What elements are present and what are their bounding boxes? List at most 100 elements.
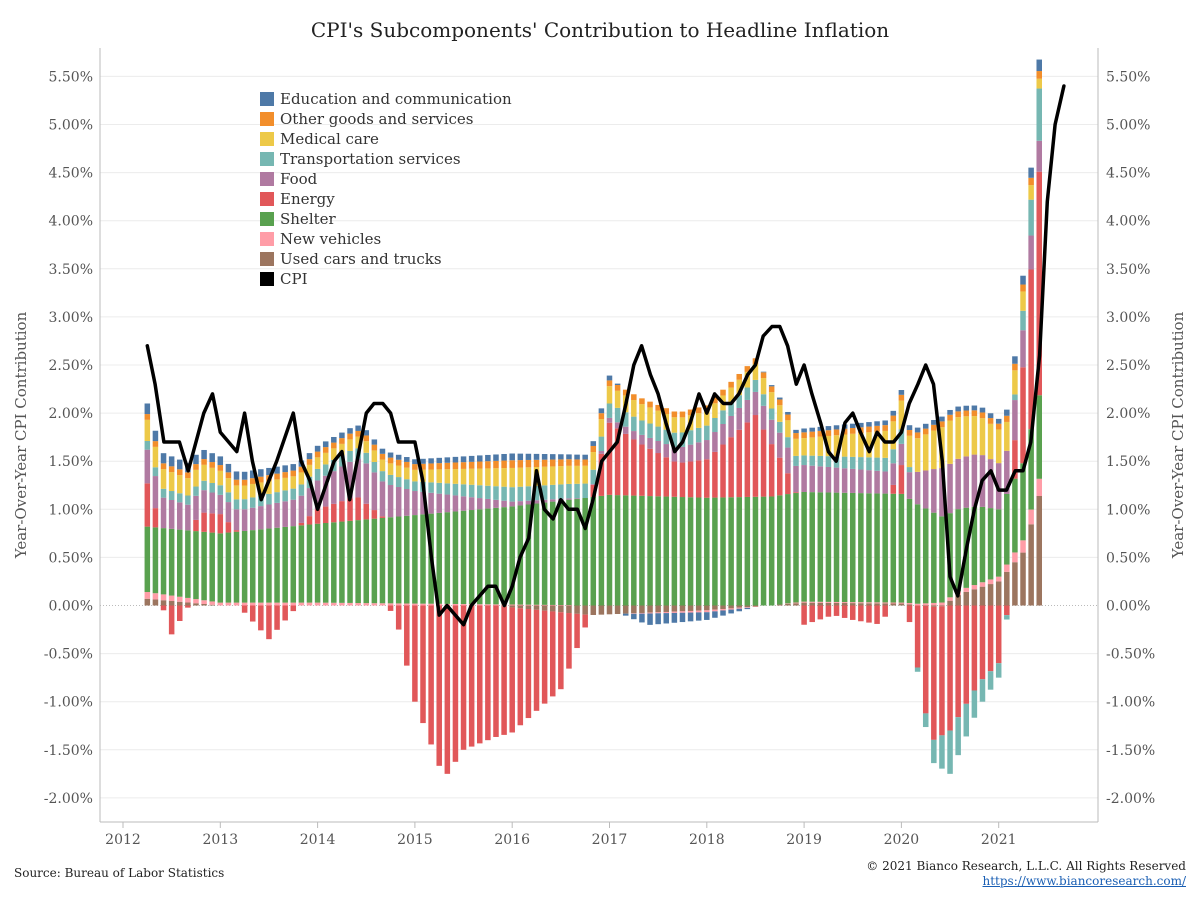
bar-segment bbox=[947, 414, 953, 421]
legend-swatch bbox=[260, 192, 274, 206]
bar-segment bbox=[793, 465, 799, 493]
bar-segment bbox=[241, 479, 248, 486]
bar-segment bbox=[517, 605, 524, 609]
bar-segment bbox=[704, 411, 710, 426]
bar-segment bbox=[452, 495, 459, 512]
bar-segment bbox=[347, 602, 353, 606]
bar-segment bbox=[874, 421, 880, 426]
bar-segment bbox=[331, 602, 337, 606]
bar-segment bbox=[428, 482, 434, 493]
bar-segment bbox=[914, 504, 921, 604]
bar-segment bbox=[655, 426, 661, 441]
bar-segment bbox=[777, 405, 783, 422]
bar-segment bbox=[144, 598, 151, 606]
bar-segment bbox=[582, 614, 588, 628]
bar-segment bbox=[339, 432, 345, 439]
bar-segment bbox=[533, 500, 540, 504]
bar-segment bbox=[639, 613, 645, 623]
bar-segment bbox=[825, 426, 832, 431]
bar-segment bbox=[363, 463, 370, 504]
bar-segment bbox=[282, 477, 288, 491]
bar-segment bbox=[712, 609, 718, 612]
bar-segment bbox=[882, 457, 888, 472]
legend-swatch bbox=[260, 92, 274, 106]
bar-segment bbox=[995, 663, 1002, 678]
bar-segment bbox=[355, 458, 361, 498]
bar-segment bbox=[241, 499, 248, 510]
bar-segment bbox=[679, 417, 686, 433]
bar-segment bbox=[768, 408, 775, 420]
bar-segment bbox=[890, 493, 897, 603]
bar-segment bbox=[290, 464, 297, 471]
bar-segment bbox=[736, 605, 742, 608]
bar-segment bbox=[793, 429, 799, 434]
bar-segment bbox=[817, 466, 824, 493]
bar-segment bbox=[468, 484, 475, 498]
bar-segment bbox=[1036, 59, 1042, 72]
bar-segment bbox=[785, 603, 791, 606]
bar-segment bbox=[412, 515, 418, 604]
bar-segment bbox=[217, 465, 224, 471]
y-tick-left: 5.00% bbox=[49, 118, 93, 134]
bar-segment bbox=[509, 506, 515, 605]
bar-segment bbox=[404, 467, 410, 480]
bar-segment bbox=[955, 509, 961, 592]
bar-segment bbox=[160, 488, 167, 498]
bar-segment bbox=[404, 479, 410, 490]
bar-segment bbox=[428, 469, 434, 483]
bar-segment bbox=[201, 464, 207, 481]
bar-segment bbox=[144, 483, 151, 527]
bar-segment bbox=[314, 457, 321, 469]
bar-segment bbox=[282, 605, 288, 621]
bar-segment bbox=[298, 522, 305, 526]
legend: Education and communication Other goods a… bbox=[260, 90, 512, 288]
bar-segment bbox=[1004, 571, 1010, 606]
bar-segment bbox=[566, 613, 572, 669]
bar-segment bbox=[209, 601, 215, 605]
bar-segment bbox=[558, 500, 564, 606]
bar-segment bbox=[882, 605, 888, 617]
bar-segment bbox=[785, 411, 791, 415]
bar-segment bbox=[144, 403, 151, 415]
bar-segment bbox=[558, 454, 564, 460]
bar-segment bbox=[436, 457, 442, 464]
bar-segment bbox=[185, 597, 191, 603]
bar-segment bbox=[509, 460, 515, 468]
bar-segment bbox=[444, 462, 451, 470]
bar-segment bbox=[233, 530, 240, 532]
bar-segment bbox=[177, 605, 183, 621]
bar-segment bbox=[744, 422, 751, 497]
bar-segment bbox=[939, 606, 945, 736]
bar-segment bbox=[890, 484, 897, 494]
bar-segment bbox=[622, 613, 629, 616]
bar-segment bbox=[1028, 429, 1034, 510]
bar-segment bbox=[793, 492, 799, 494]
bar-segment bbox=[379, 481, 386, 517]
bar-segment bbox=[590, 445, 597, 453]
bar-segment bbox=[290, 602, 297, 606]
bar-segment bbox=[233, 531, 240, 603]
bar-segment bbox=[995, 605, 1002, 664]
y-tick-right: 0.50% bbox=[1106, 550, 1150, 566]
bar-segment bbox=[947, 597, 953, 601]
bar-segment bbox=[712, 403, 718, 418]
bar-segment bbox=[209, 483, 215, 493]
bar-segment bbox=[509, 487, 515, 502]
bar-segment bbox=[201, 600, 207, 605]
bar-segment bbox=[274, 527, 280, 603]
legend-label: Medical care bbox=[280, 130, 379, 148]
bar-segment bbox=[444, 605, 451, 774]
website-link[interactable]: https://www.biancoresearch.com/ bbox=[982, 874, 1186, 888]
bar-segment bbox=[833, 467, 840, 493]
bar-segment bbox=[695, 407, 702, 414]
bar-segment bbox=[452, 469, 459, 484]
bar-segment bbox=[339, 443, 345, 456]
bar-segment bbox=[963, 587, 970, 592]
bar-segment bbox=[322, 506, 329, 524]
bar-segment bbox=[955, 717, 961, 756]
bar-segment bbox=[744, 387, 751, 400]
bar-segment bbox=[258, 476, 264, 483]
bar-segment bbox=[1028, 177, 1034, 186]
bar-segment bbox=[720, 609, 726, 611]
bar-segment bbox=[452, 483, 459, 496]
